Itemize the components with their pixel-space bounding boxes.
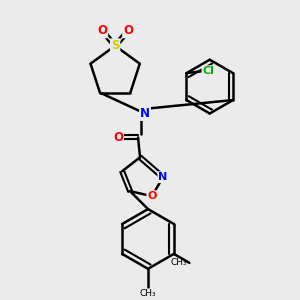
Text: O: O [147,191,157,201]
Text: N: N [158,172,168,182]
Text: O: O [97,24,107,38]
Text: O: O [113,131,123,144]
Text: Cl: Cl [202,66,214,76]
Text: CH₃: CH₃ [171,258,188,267]
Text: N: N [140,107,150,120]
Text: CH₃: CH₃ [140,289,156,298]
Text: O: O [123,24,133,38]
Text: S: S [111,39,119,52]
